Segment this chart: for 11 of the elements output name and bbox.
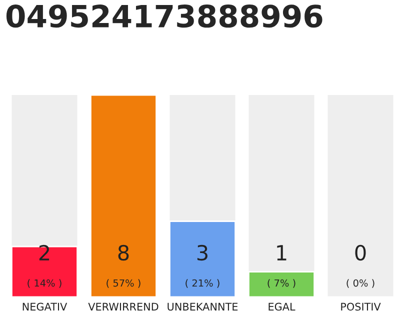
x-tick-label: UNBEKANNTE <box>168 302 238 311</box>
data-label: 3 ( 21% ) <box>186 244 220 288</box>
data-label: 0 ( 0% ) <box>346 244 374 288</box>
data-label: 2 ( 14% ) <box>28 244 62 288</box>
data-label: 1 ( 7% ) <box>268 245 296 288</box>
x-tick-label: POSITIV <box>341 302 381 311</box>
data-label: 8 ( 57% ) <box>106 244 140 288</box>
x-tick-label: NEGATIV <box>22 302 68 311</box>
x-tick-label: EGAL <box>268 302 296 311</box>
x-tick-label: VERWIRREND <box>88 302 158 310</box>
chart-title: 049524173888996 <box>6 4 322 28</box>
